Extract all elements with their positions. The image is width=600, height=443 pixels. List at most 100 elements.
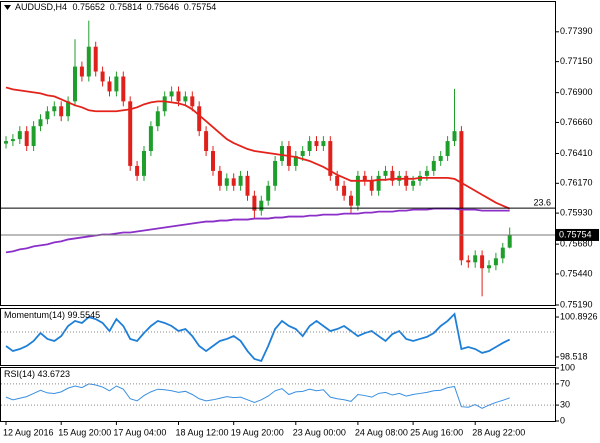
x-tick-label: 28 Aug 22:00 (472, 427, 525, 437)
candle-body (252, 195, 257, 211)
candle-body (349, 195, 353, 206)
y-tick-label: 30 (560, 399, 570, 409)
candle-body (369, 180, 374, 191)
candle-body (293, 155, 298, 166)
x-tick-label: 12 Aug 2016 (3, 427, 54, 437)
x-tick-label: 18 Aug 12:00 (176, 427, 229, 437)
y-tick-label: 100 (560, 362, 575, 372)
indicator-line (5, 383, 510, 409)
candle-body (466, 260, 471, 263)
x-tick-label: 19 Aug 20:00 (231, 427, 284, 437)
rsi-header: RSI(14) 43.6723 (4, 369, 70, 379)
candle-body (169, 91, 174, 97)
x-tick-label: 25 Aug 16:00 (410, 427, 463, 437)
candle-body (217, 170, 222, 186)
y-tick-label: 70 (560, 378, 570, 388)
candle-body (107, 81, 112, 92)
price-header: AUDUSD,H4 0.75652 0.75814 0.75646 0.7575… (15, 2, 216, 12)
candle-body (79, 66, 84, 77)
candle-body (66, 101, 71, 117)
candle-body (300, 151, 305, 156)
candle-body (507, 234, 512, 248)
candle-body (204, 131, 209, 152)
rsi-panel (0, 367, 556, 422)
rsi-title: RSI(14) (4, 369, 35, 379)
candle-body (328, 141, 333, 176)
candle-body (487, 265, 491, 269)
candle-body (59, 106, 64, 117)
candle-body (73, 66, 77, 102)
candle-body (38, 119, 43, 127)
candle-body (45, 111, 50, 120)
candle-body (231, 178, 236, 186)
candle-body (383, 170, 388, 176)
level-label: 23.6 (533, 198, 551, 208)
candle-body (307, 141, 312, 152)
candle-body (142, 151, 146, 176)
candle-body (342, 185, 347, 196)
candle-body (176, 91, 181, 102)
candle-body (314, 141, 319, 147)
y-tick-label: 0.77390 (560, 26, 593, 36)
menu-arrow[interactable] (4, 5, 11, 10)
candle-body (452, 131, 457, 142)
candle-body (155, 111, 160, 127)
candle-body (183, 96, 188, 102)
candle-body (100, 71, 105, 82)
y-tick-label: 0.75930 (560, 207, 593, 217)
y-tick-label: 0.76410 (560, 148, 593, 158)
candle-body (190, 96, 195, 107)
y-tick-label: 0.76900 (560, 87, 593, 97)
last-open: 0.75652 (73, 2, 106, 12)
candle-body (411, 180, 416, 186)
candle-body (211, 151, 215, 171)
moving-average (5, 86, 511, 210)
momentum-header: Momentum(14) 99.5545 (4, 310, 100, 320)
candle-body (259, 200, 264, 211)
candle-body (424, 170, 429, 176)
candle-body (355, 175, 360, 206)
current-price-box (556, 228, 599, 241)
y-tick-label: 0 (560, 415, 565, 425)
x-tick-label: 23 Aug 00:00 (293, 427, 346, 437)
current-price-label: 0.75754 (559, 229, 592, 239)
candle-body (86, 46, 91, 77)
last-close: 0.75754 (184, 2, 217, 12)
candle-body (135, 165, 140, 176)
candle-body (148, 126, 153, 152)
candle-body (162, 96, 167, 112)
candle-body (114, 76, 119, 92)
last-high: 0.75814 (110, 2, 143, 12)
momentum-title: Momentum(14) (4, 310, 65, 320)
candle-body (10, 139, 15, 142)
y-tick-label: 0.76660 (560, 117, 593, 127)
candle-body (390, 170, 395, 181)
candle-body (93, 46, 98, 72)
last-low: 0.75646 (147, 2, 180, 12)
candle-body (431, 160, 436, 171)
candle-body (4, 141, 8, 144)
candle-body (266, 185, 271, 201)
momentum-panel (0, 308, 556, 366)
y-tick-label: 0.75440 (560, 268, 593, 278)
candle-body (404, 175, 409, 186)
candle-body (245, 175, 250, 196)
candle-body (197, 106, 202, 132)
moving-average (5, 207, 510, 254)
y-tick-label: 0.75680 (560, 239, 593, 249)
x-tick-label: 17 Aug 04:00 (113, 427, 166, 437)
candle-body (473, 255, 478, 263)
candle-body (335, 175, 340, 186)
symbol: AUDUSD,H4 (15, 2, 67, 12)
candle-body (438, 155, 443, 161)
candle-body (273, 160, 278, 186)
candle-body (493, 258, 498, 266)
candle-body (24, 131, 29, 147)
y-tick-label: 98.518 (560, 351, 588, 361)
candle-body (17, 131, 22, 140)
candle-body (480, 255, 485, 269)
x-tick-label: 15 Aug 20:00 (58, 427, 111, 437)
